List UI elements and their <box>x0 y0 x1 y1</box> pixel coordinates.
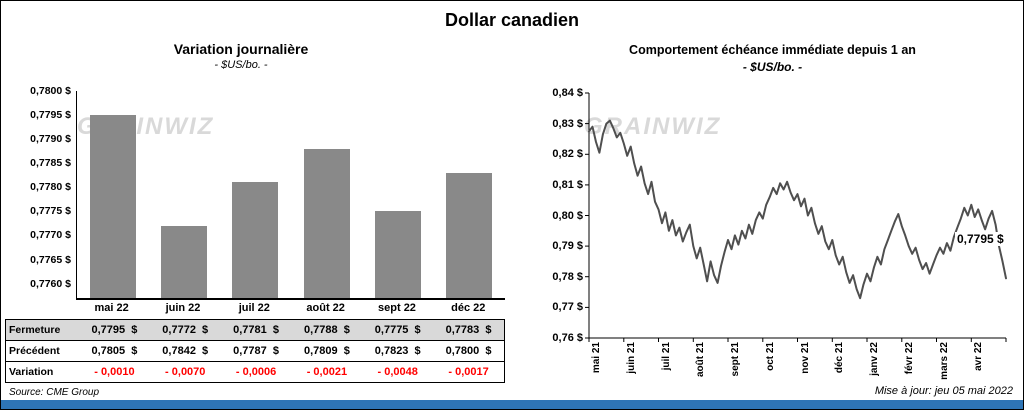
line-chart-title: Comportement échéance immédiate depuis 1… <box>629 43 916 57</box>
bar-chart-subtitle: - $US/bo. - <box>214 59 268 71</box>
line-y-tick-label: 0,77 $ <box>552 301 583 314</box>
table-cell: - 0,0010 <box>94 366 135 378</box>
bar-y-tick-label: 0,7785 $ <box>30 157 71 170</box>
bar-x-label: déc 22 <box>451 302 486 314</box>
table-cell: - 0,0021 <box>306 366 348 378</box>
table-row-label: Précédent <box>9 345 60 357</box>
table-cell: 0,7795 $ <box>91 324 138 336</box>
bar-x-label: sept 22 <box>378 302 416 314</box>
table-cell: 0,7805 $ <box>91 345 138 357</box>
bar-y-tick-label: 0,7770 $ <box>30 229 71 242</box>
line-x-label: mai 21 <box>591 342 602 374</box>
table-cell: 0,7842 $ <box>162 345 209 357</box>
bar-y-tick-label: 0,7790 $ <box>30 133 71 146</box>
table-cell: - 0,0070 <box>165 366 206 378</box>
line-chart-svg <box>585 92 1007 342</box>
line-x-label: sept 21 <box>730 342 741 377</box>
bar-chart-title: Variation journalière <box>173 41 309 57</box>
bar-x-label: mai 22 <box>94 302 129 314</box>
bar-slot <box>362 91 433 298</box>
line-x-label: oct 21 <box>764 342 776 371</box>
bar <box>160 225 207 298</box>
line-y-tick-label: 0,82 $ <box>552 148 583 161</box>
table-cell: 0,7787 $ <box>233 345 279 357</box>
table-cell: 0,7772 $ <box>162 324 209 336</box>
line-x-label: déc 21 <box>834 342 846 374</box>
table-cell: - 0,0017 <box>448 366 489 378</box>
table-cell: 0,7809 $ <box>303 345 350 357</box>
bar <box>232 182 279 298</box>
bar-y-tick-label: 0,7800 $ <box>30 85 71 97</box>
table-row-label: Fermeture <box>9 324 61 336</box>
line-x-label: janv 22 <box>869 342 880 376</box>
line-y-tick-label: 0,81 $ <box>552 178 583 191</box>
bar-slot <box>77 91 148 298</box>
line-x-label: juil 21 <box>660 342 672 371</box>
bar-chart-y-axis: 0,7800 $ 0,7795 $ 0,7790 $ 0,7785 $ 0,7780 $… <box>9 85 71 298</box>
bar <box>303 148 350 298</box>
line-x-label: mars 22 <box>938 342 950 380</box>
page-title: Dollar canadien <box>444 10 580 30</box>
table-cell: - 0,0048 <box>377 366 418 378</box>
table-cell: 0,7823 $ <box>374 345 421 357</box>
table-cell: 0,7775 $ <box>374 324 421 336</box>
bar-x-label: août 22 <box>306 302 345 314</box>
bar-x-label: juin 22 <box>165 302 201 314</box>
line-x-label: avr 22 <box>973 342 985 371</box>
table-row-variation: Variation - 0,0010 - 0,0070 - 0,0006 - 0,002… <box>5 361 505 383</box>
bar <box>446 172 493 298</box>
table-cell: 0,7788 $ <box>303 324 350 336</box>
table-row-label: Variation <box>9 366 54 378</box>
bottom-accent-bar <box>1 400 1023 409</box>
bar-slot <box>220 91 291 298</box>
line-y-tick-label: 0,83 $ <box>552 117 583 130</box>
line-x-label: nov 21 <box>799 342 811 374</box>
bar-y-tick-label: 0,7775 $ <box>30 205 71 218</box>
bar-y-tick-label: 0,7780 $ <box>30 181 71 194</box>
line-x-label: août 21 <box>695 342 707 378</box>
last-price-annotation: 0,7795 $ <box>955 232 1006 246</box>
bar-chart-plot <box>76 91 505 300</box>
source-note: Source: CME Group <box>9 387 100 398</box>
bar-slot <box>291 91 362 298</box>
bar-x-labels: mai 22 juin 22 juil 22 août 22 sept 22 déc 22 <box>76 302 504 317</box>
line-x-label: févr 22 <box>903 342 915 375</box>
bar <box>89 115 136 298</box>
bar-series <box>77 91 505 298</box>
line-y-tick-label: 0,79 $ <box>552 240 583 253</box>
bar-y-tick-label: 0,7765 $ <box>30 253 71 266</box>
table-row-prcdent: Précédent 0,7805 $ 0,7842 $ 0,7787 $ 0,7809 … <box>5 340 505 362</box>
bar-slot <box>148 91 219 298</box>
bar <box>374 211 421 298</box>
line-chart-subtitle: - $US/bo. - <box>742 60 803 74</box>
bar-y-tick-label: 0,7760 $ <box>30 277 71 290</box>
line-chart-y-axis: 0,84 $ 0,83 $ 0,82 $ 0,81 $ 0,80 $ 0,79 $ 0,78… <box>537 87 583 344</box>
table-cell: 0,7781 $ <box>233 324 279 336</box>
update-date: Mise à jour: jeu 05 mai 2022 <box>874 385 1013 397</box>
bar-y-tick-label: 0,7795 $ <box>30 109 71 122</box>
table-row-fermeture: Fermeture 0,7795 $ 0,7772 $ 0,7781 $ 0,7788 … <box>5 319 505 341</box>
summary-table: Fermeture 0,7795 $ 0,7772 $ 0,7781 $ 0,7788 … <box>5 319 505 383</box>
line-y-tick-label: 0,78 $ <box>552 270 583 283</box>
line-y-tick-label: 0,84 $ <box>552 87 583 99</box>
bar-x-label: juil 22 <box>238 302 270 314</box>
line-y-tick-label: 0,80 $ <box>552 209 583 222</box>
watermark-logo: GRAINWIZ <box>584 113 722 140</box>
line-chart-plot: mai 21 juin 21 juil 21 août 21 sept 21 oct 21… <box>585 92 1007 380</box>
table-cell: - 0,0006 <box>235 366 277 378</box>
line-y-tick-label: 0,76 $ <box>552 332 583 344</box>
bar-slot <box>434 91 505 298</box>
table-cell: 0,7800 $ <box>445 345 492 357</box>
table-cell: 0,7783 $ <box>445 324 492 336</box>
line-x-label: juin 21 <box>625 342 637 374</box>
